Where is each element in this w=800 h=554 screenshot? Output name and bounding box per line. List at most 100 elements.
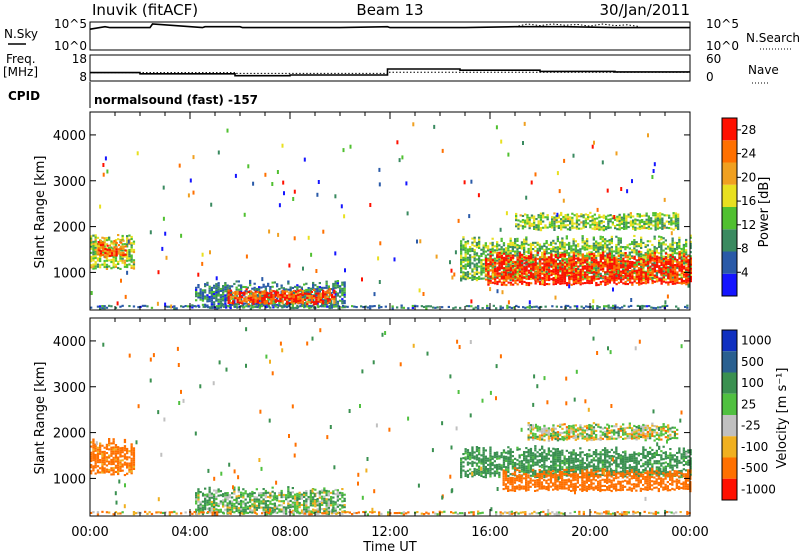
power-cell	[268, 302, 271, 305]
power-cell	[517, 227, 520, 230]
power-cell	[563, 269, 567, 272]
power-cell	[525, 277, 528, 280]
power-cell	[563, 253, 567, 256]
velocity-cell	[105, 456, 109, 459]
power-cell	[671, 264, 674, 267]
power-cell	[626, 246, 629, 249]
power-cell	[496, 280, 499, 283]
velocity-cell	[264, 489, 267, 492]
power-cell	[592, 299, 595, 304]
power-cell	[90, 291, 93, 295]
power-cell	[570, 263, 573, 266]
power-cell	[489, 269, 492, 272]
power-cell	[464, 267, 467, 270]
power-cell	[464, 241, 467, 244]
power-cell	[299, 297, 302, 300]
velocity-cell	[121, 449, 124, 452]
power-cell	[578, 215, 581, 218]
power-cell	[645, 305, 648, 308]
power-cell	[548, 258, 551, 261]
power-cell	[324, 291, 327, 294]
power-cell	[104, 247, 107, 250]
power-cell	[498, 262, 501, 265]
power-cell	[608, 252, 611, 255]
power-cell	[629, 214, 632, 217]
power-cell	[615, 258, 618, 261]
power-cell	[263, 298, 266, 301]
power-cell	[308, 304, 311, 307]
power-cell	[667, 283, 670, 286]
power-cell	[500, 248, 503, 251]
power-cell	[126, 270, 129, 275]
power-cell	[450, 268, 453, 273]
power-cell	[581, 247, 584, 250]
velocity-cell	[242, 506, 245, 509]
power-cell	[213, 303, 216, 306]
power-cell	[611, 262, 614, 265]
power-cell	[478, 244, 481, 247]
velocity-cell	[237, 486, 240, 489]
power-cell	[164, 302, 167, 307]
power-cell	[554, 280, 557, 283]
power-cell	[328, 307, 331, 310]
power-cell	[685, 266, 688, 269]
power-cell	[617, 253, 620, 256]
power-cell	[539, 216, 543, 219]
power-cell	[206, 296, 209, 299]
power-cell	[575, 269, 578, 272]
power-cell	[210, 301, 213, 304]
power-cell	[617, 263, 620, 266]
power-cell	[297, 295, 300, 298]
power-cell	[601, 236, 604, 239]
power-cell	[687, 259, 690, 262]
velocity-cell	[224, 492, 227, 495]
power-cell	[689, 240, 692, 243]
power-cell	[227, 299, 230, 302]
power-cell	[103, 261, 106, 264]
power-cell	[498, 253, 501, 256]
power-cell	[536, 262, 539, 265]
power-cell	[565, 253, 568, 256]
power-cell	[605, 217, 608, 220]
power-cell	[242, 304, 245, 307]
power-cell	[583, 248, 586, 251]
power-cell	[534, 265, 537, 268]
power-cell	[608, 258, 611, 261]
power-cell	[523, 262, 526, 265]
power-cell	[563, 282, 567, 285]
power-cell	[201, 293, 205, 296]
power-cell	[292, 307, 295, 310]
power-cell	[689, 276, 692, 279]
velocity-cell	[130, 449, 133, 452]
power-cell	[680, 261, 683, 264]
power-cell	[254, 298, 257, 301]
velocity-cell	[219, 494, 222, 497]
velocity-cell	[103, 452, 106, 455]
power-cell	[544, 216, 547, 219]
power-cell	[514, 240, 517, 243]
power-cell	[660, 250, 663, 253]
power-cell	[634, 222, 637, 225]
power-cell	[640, 272, 643, 275]
power-cell	[117, 252, 121, 255]
power-cell	[334, 301, 337, 304]
power-cell	[616, 228, 619, 231]
power-cell	[514, 246, 517, 249]
power-cell	[234, 290, 237, 293]
power-cell	[321, 286, 324, 289]
power-cell	[306, 303, 309, 306]
power-cell	[617, 270, 620, 274]
power-cell	[484, 273, 487, 276]
power-cell	[364, 305, 367, 308]
velocity-cell	[213, 499, 216, 502]
power-cell	[110, 305, 113, 308]
power-cell	[570, 251, 573, 254]
power-cell	[622, 252, 625, 255]
power-cell	[201, 291, 205, 294]
power-cell	[610, 235, 613, 238]
power-cell	[473, 253, 476, 256]
power-cell	[197, 284, 200, 287]
power-cell	[650, 219, 653, 222]
power-cell	[108, 246, 111, 249]
power-cell	[534, 282, 537, 285]
